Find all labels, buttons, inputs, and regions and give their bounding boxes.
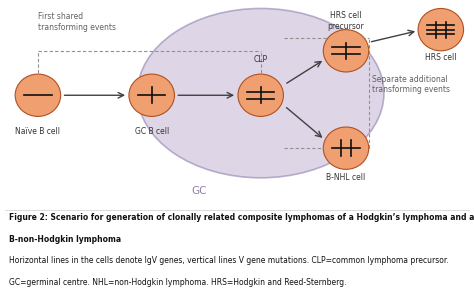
- Text: Separate additional
transforming events: Separate additional transforming events: [372, 75, 450, 94]
- Text: HRS cell
precursor: HRS cell precursor: [328, 11, 365, 31]
- Text: GC: GC: [191, 186, 207, 196]
- Text: HRS cell: HRS cell: [425, 53, 456, 62]
- Text: CLP: CLP: [254, 55, 268, 64]
- Ellipse shape: [137, 9, 384, 178]
- Text: B-non-Hodgkin lymphoma: B-non-Hodgkin lymphoma: [9, 235, 121, 244]
- Ellipse shape: [129, 74, 174, 116]
- Ellipse shape: [15, 74, 61, 116]
- Text: B-NHL cell: B-NHL cell: [327, 173, 365, 182]
- Ellipse shape: [323, 30, 369, 72]
- Ellipse shape: [323, 127, 369, 169]
- Text: Figure 2: Scenario for generation of clonally related composite lymphomas of a H: Figure 2: Scenario for generation of clo…: [9, 213, 474, 222]
- Text: GC=germinal centre. NHL=non-Hodgkin lymphoma. HRS=Hodgkin and Reed-Sternberg.: GC=germinal centre. NHL=non-Hodgkin lymp…: [9, 278, 347, 287]
- Ellipse shape: [418, 9, 464, 51]
- Text: GC B cell: GC B cell: [135, 127, 169, 136]
- Text: First shared
transforming events: First shared transforming events: [38, 12, 116, 32]
- Ellipse shape: [238, 74, 283, 116]
- Text: Naïve B cell: Naïve B cell: [16, 127, 60, 136]
- Text: Horizontal lines in the cells denote IgV genes, vertical lines V gene mutations.: Horizontal lines in the cells denote IgV…: [9, 256, 449, 265]
